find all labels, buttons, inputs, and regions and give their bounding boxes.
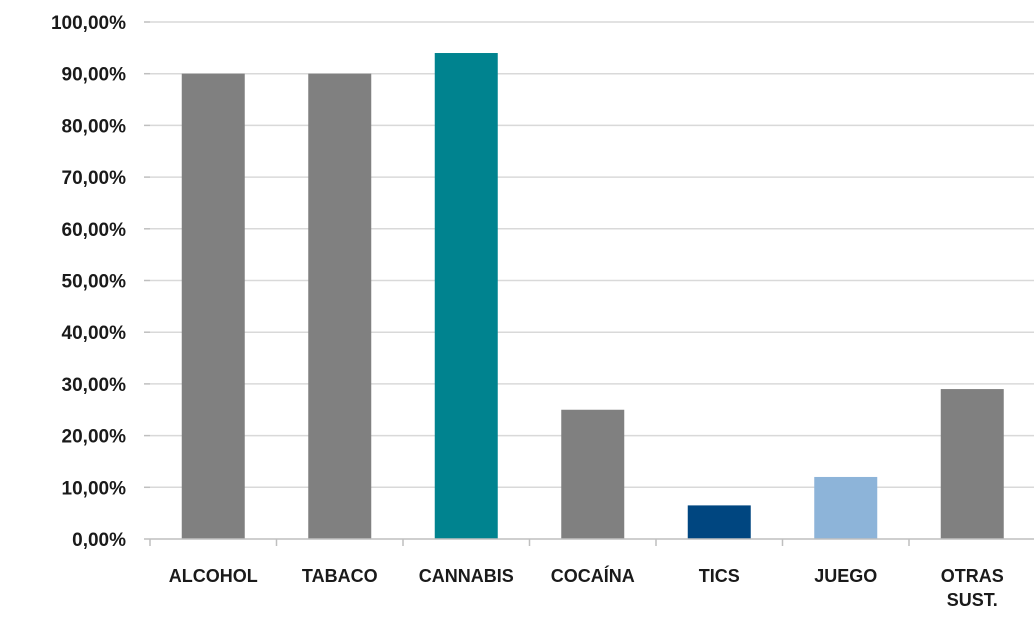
x-tick-label: TICS: [699, 566, 740, 586]
y-tick-label: 80,00%: [62, 116, 127, 137]
y-tick-label: 90,00%: [62, 65, 127, 86]
x-tick-label: JUEGO: [814, 566, 877, 586]
x-tick-label: CANNABIS: [419, 566, 514, 586]
bar: [814, 476, 878, 539]
bar: [687, 505, 751, 539]
bar: [181, 73, 245, 539]
x-tick-label-line: SUST.: [947, 590, 998, 610]
bar: [434, 53, 498, 540]
x-tick-label-line: ALCOHOL: [169, 566, 258, 586]
x-tick-label: OTRAS SUST.: [941, 566, 1004, 610]
y-tick-label: 70,00%: [62, 168, 127, 189]
x-tick-label-line: OTRAS: [941, 566, 1004, 586]
x-tick-label: ALCOHOL: [169, 566, 258, 586]
x-tick-label-line: TABACO: [302, 566, 378, 586]
y-tick-label: 0,00%: [72, 530, 126, 551]
x-tick-label-line: COCAÍNA: [551, 565, 635, 586]
y-tick-label: 100,00%: [51, 13, 126, 34]
x-tick-label-line: TICS: [699, 566, 740, 586]
x-tick-label: TABACO: [302, 566, 378, 586]
x-tick-label: COCAÍNA: [551, 565, 635, 586]
y-tick-label: 10,00%: [62, 478, 127, 499]
x-axis: [144, 21, 1034, 546]
y-tick-label: 60,00%: [62, 220, 127, 241]
y-tick-label: 40,00%: [62, 323, 127, 344]
x-tick-label-line: JUEGO: [814, 566, 877, 586]
y-tick-label: 50,00%: [62, 272, 127, 293]
bars: [181, 53, 1004, 540]
bar: [940, 389, 1004, 539]
bar: [561, 409, 625, 539]
bar: [308, 73, 372, 539]
gridlines: [150, 21, 1034, 489]
x-tick-label-line: CANNABIS: [419, 566, 514, 586]
y-tick-label: 30,00%: [62, 375, 127, 396]
y-tick-label: 20,00%: [62, 427, 127, 448]
y-tick-labels: 0,00% 10,00% 20,00% 30,00% 40,00% 50,00% 60,00…: [51, 13, 126, 551]
x-tick-labels: ALCOHOL TABACO CANNABIS COCAÍNA TICS JUEGO OTR…: [169, 565, 1004, 610]
